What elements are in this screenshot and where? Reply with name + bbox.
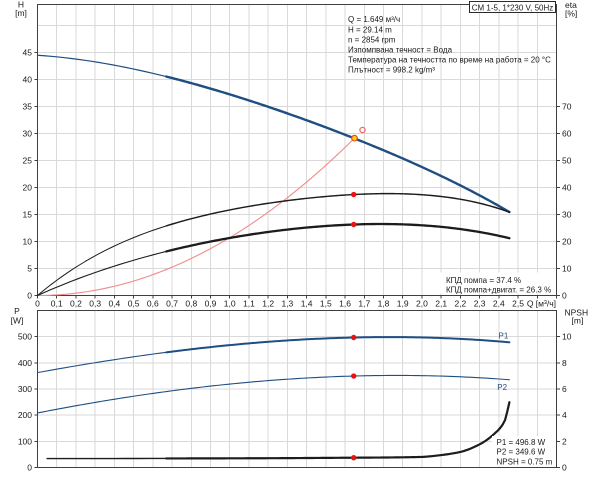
svg-text:Плътност = 998.2 kg/m³: Плътност = 998.2 kg/m³ [348, 65, 435, 74]
svg-text:25: 25 [23, 156, 33, 166]
svg-text:45: 45 [23, 48, 33, 58]
svg-text:[m]: [m] [15, 8, 27, 18]
svg-text:500: 500 [18, 332, 32, 342]
svg-text:[%]: [%] [565, 9, 577, 19]
svg-text:70: 70 [562, 102, 572, 112]
svg-text:400: 400 [18, 358, 32, 368]
svg-text:1,8: 1,8 [378, 298, 390, 308]
svg-text:CM 1-5, 1*230 V, 50Hz: CM 1-5, 1*230 V, 50Hz [472, 4, 554, 13]
svg-text:КПД помпа = 37.4 %: КПД помпа = 37.4 % [446, 276, 521, 285]
svg-text:200: 200 [18, 410, 32, 420]
svg-text:Q = 1.649 м³/ч: Q = 1.649 м³/ч [348, 15, 400, 24]
svg-text:n = 2854 rpm: n = 2854 rpm [348, 35, 396, 44]
svg-text:2,3: 2,3 [474, 298, 486, 308]
svg-text:1,2: 1,2 [262, 298, 274, 308]
svg-text:30: 30 [562, 210, 572, 220]
svg-text:60: 60 [562, 129, 572, 139]
svg-text:1,0: 1,0 [224, 298, 236, 308]
svg-text:0,2: 0,2 [70, 298, 82, 308]
svg-text:8: 8 [562, 358, 567, 368]
svg-text:1,9: 1,9 [397, 298, 409, 308]
svg-text:Q [м³/ч]: Q [м³/ч] [527, 298, 556, 308]
svg-text:0,7: 0,7 [166, 298, 178, 308]
svg-text:2,4: 2,4 [493, 298, 505, 308]
svg-text:35: 35 [23, 102, 33, 112]
svg-text:2,2: 2,2 [454, 298, 466, 308]
svg-text:2,0: 2,0 [416, 298, 428, 308]
svg-text:P1 = 496.8 W: P1 = 496.8 W [497, 438, 546, 447]
svg-text:1,7: 1,7 [358, 298, 370, 308]
svg-text:P2: P2 [497, 383, 507, 392]
svg-text:10: 10 [562, 332, 572, 342]
svg-text:0: 0 [27, 463, 32, 473]
svg-text:15: 15 [23, 210, 33, 220]
svg-text:6: 6 [562, 384, 567, 394]
svg-text:1,5: 1,5 [320, 298, 332, 308]
svg-text:КПД помпа+двигат. = 26.3 %: КПД помпа+двигат. = 26.3 % [446, 286, 551, 295]
svg-text:2: 2 [562, 436, 567, 446]
svg-text:P: P [14, 306, 20, 316]
svg-text:0,1: 0,1 [51, 298, 63, 308]
svg-text:300: 300 [18, 384, 32, 394]
svg-text:1,4: 1,4 [301, 298, 313, 308]
svg-text:P2 = 349.6 W: P2 = 349.6 W [497, 448, 546, 457]
svg-text:20: 20 [23, 183, 33, 193]
svg-text:0,3: 0,3 [89, 298, 101, 308]
svg-text:H: H [18, 0, 24, 10]
svg-text:0,8: 0,8 [185, 298, 197, 308]
svg-text:1,3: 1,3 [281, 298, 293, 308]
svg-text:10: 10 [562, 264, 572, 274]
svg-text:Температура на течността по вр: Температура на течността по време на раб… [348, 55, 551, 64]
svg-text:40: 40 [23, 75, 33, 85]
svg-text:Изпомпвана течност = Вода: Изпомпвана течност = Вода [348, 45, 453, 54]
svg-text:1,6: 1,6 [339, 298, 351, 308]
svg-text:10: 10 [23, 237, 33, 247]
svg-text:40: 40 [562, 183, 572, 193]
svg-text:0,4: 0,4 [108, 298, 120, 308]
svg-text:0: 0 [562, 463, 567, 473]
svg-text:P1: P1 [499, 332, 509, 341]
svg-text:2,5: 2,5 [512, 298, 524, 308]
svg-text:NPSH: NPSH [565, 308, 589, 318]
svg-text:50: 50 [562, 156, 572, 166]
svg-text:0: 0 [562, 291, 567, 301]
svg-text:0,9: 0,9 [205, 298, 217, 308]
svg-text:100: 100 [18, 436, 32, 446]
svg-text:1,1: 1,1 [243, 298, 255, 308]
svg-text:[W]: [W] [11, 316, 24, 326]
svg-text:[m]: [m] [572, 316, 584, 326]
svg-text:H = 29.14 m: H = 29.14 m [348, 25, 392, 34]
svg-text:0: 0 [27, 291, 32, 301]
svg-text:eta: eta [565, 0, 577, 10]
svg-text:0: 0 [35, 298, 40, 308]
svg-text:NPSH = 0.75 m: NPSH = 0.75 m [497, 457, 553, 466]
svg-text:20: 20 [562, 237, 572, 247]
svg-text:0,5: 0,5 [128, 298, 140, 308]
svg-text:2,1: 2,1 [435, 298, 447, 308]
svg-text:5: 5 [27, 264, 32, 274]
svg-text:30: 30 [23, 129, 33, 139]
svg-text:0,6: 0,6 [147, 298, 159, 308]
svg-text:4: 4 [562, 410, 567, 420]
